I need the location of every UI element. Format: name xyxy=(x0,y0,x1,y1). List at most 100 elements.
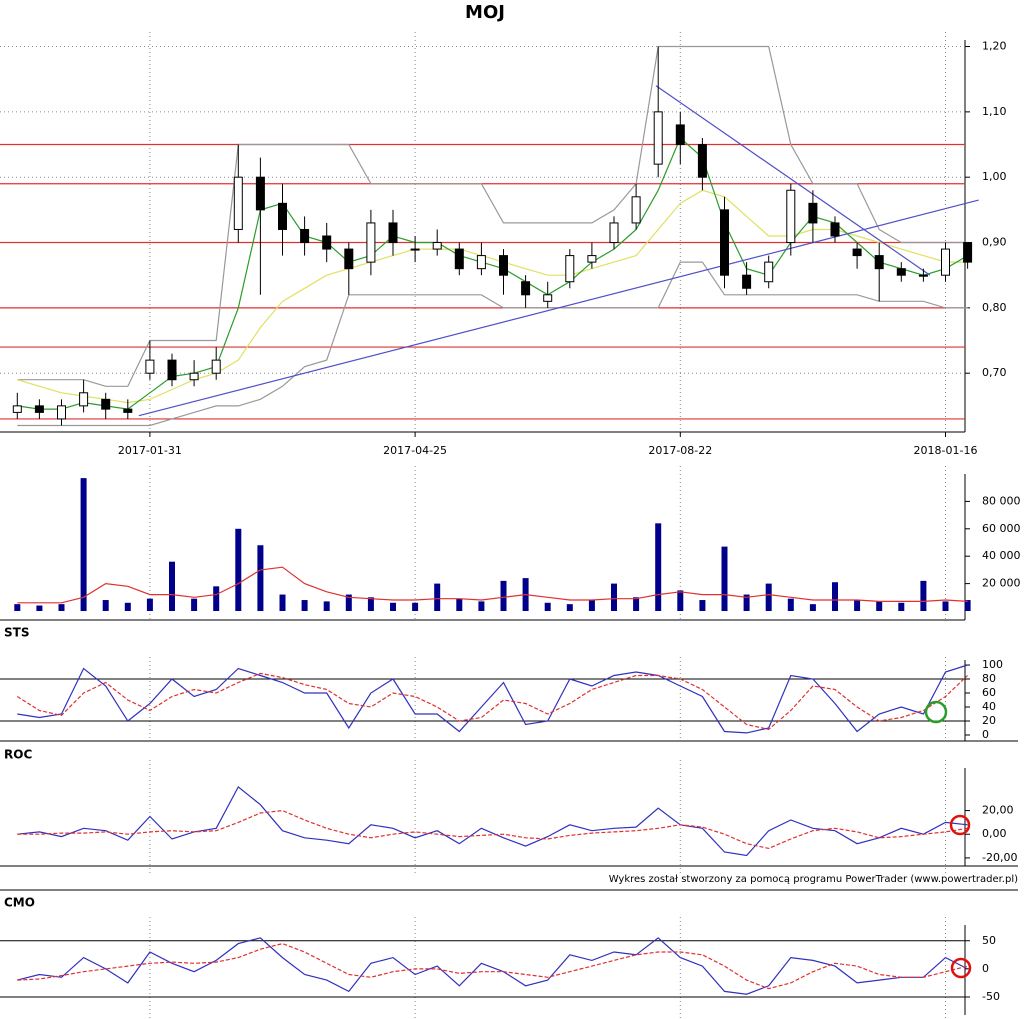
candle-body xyxy=(918,274,928,277)
x-tick-label: 2018-01-16 xyxy=(914,444,978,457)
y-tick-label: 1,00 xyxy=(982,170,1007,183)
volume-bar xyxy=(655,523,662,611)
y-tick-label: 40 000 xyxy=(982,549,1021,562)
y-tick-label: -20,00 xyxy=(982,851,1017,864)
chart-title: MOJ xyxy=(465,2,505,23)
panel-title: STS xyxy=(4,626,29,640)
highlight-circle xyxy=(950,957,972,979)
volume-bar xyxy=(434,583,441,611)
candle-body xyxy=(211,359,221,374)
y-tick-label: 40 xyxy=(982,700,996,713)
volume-bar xyxy=(169,561,175,611)
volume-bar xyxy=(566,604,573,611)
candle-body xyxy=(543,294,553,302)
y-tick-label: 20,00 xyxy=(982,804,1014,817)
x-tick-label: 2017-04-25 xyxy=(383,444,447,457)
volume-bar xyxy=(633,597,640,611)
x-tick-label: 2017-08-22 xyxy=(648,444,712,457)
candle-body xyxy=(123,408,133,413)
volume-bar xyxy=(876,601,883,611)
candle-body xyxy=(830,222,840,237)
candle-body xyxy=(167,359,177,381)
candle-body xyxy=(941,248,950,276)
trend-line xyxy=(655,85,931,276)
candle-body xyxy=(233,176,243,230)
y-tick-label: 1,10 xyxy=(982,105,1007,118)
y-tick-label: 50 xyxy=(982,934,996,947)
candle-body xyxy=(697,144,707,178)
y-tick-label: 0,70 xyxy=(982,366,1007,379)
candle-body xyxy=(79,392,89,407)
candle-body xyxy=(322,235,332,250)
volume-bar xyxy=(390,602,396,611)
indicator-line xyxy=(17,942,968,990)
candle-body xyxy=(720,209,729,276)
volume-bar xyxy=(787,598,794,611)
volume-bar xyxy=(478,601,485,611)
volume-bar xyxy=(213,586,220,611)
volume-bar xyxy=(500,580,507,611)
volume-bar xyxy=(323,601,330,611)
candle-body xyxy=(963,242,973,263)
y-tick-label: 80 000 xyxy=(982,494,1021,507)
candle-body xyxy=(587,255,597,263)
candle-body xyxy=(366,222,376,263)
y-tick-label: 60 xyxy=(982,686,996,699)
y-tick-label: 0,80 xyxy=(982,301,1007,314)
volume-bar xyxy=(920,580,927,611)
candle-body xyxy=(278,202,287,230)
volume-bar xyxy=(677,590,684,611)
candle-body xyxy=(145,359,155,374)
volume-bar xyxy=(102,600,109,611)
y-tick-label: -50 xyxy=(982,990,1000,1003)
volume-bar xyxy=(301,600,308,611)
candle-body xyxy=(764,261,774,283)
overlay-line xyxy=(17,261,968,427)
volume-bar xyxy=(36,605,43,611)
volume-bar xyxy=(345,594,352,611)
indicator-line xyxy=(17,785,968,857)
volume-bar xyxy=(743,594,750,611)
candle-body xyxy=(388,222,398,244)
candle-body xyxy=(742,274,752,289)
footer-note: Wykres został stworzony za pomocą progra… xyxy=(609,874,1018,885)
candle-body xyxy=(57,405,66,420)
volume-bar xyxy=(367,597,374,611)
candle-body xyxy=(454,248,464,270)
indicator-line xyxy=(16,672,969,731)
y-tick-label: 0,90 xyxy=(982,236,1007,249)
indicator-line xyxy=(17,809,968,850)
candle-body xyxy=(432,242,442,250)
candle-body xyxy=(896,268,906,276)
candle-body xyxy=(410,248,420,251)
y-tick-label: 100 xyxy=(982,658,1003,671)
indicator-line xyxy=(17,664,968,734)
volume-average-line xyxy=(17,566,968,604)
candle-body xyxy=(12,405,22,413)
candle-body xyxy=(344,248,354,270)
candle-body xyxy=(808,202,818,224)
candle-body xyxy=(499,255,508,276)
y-tick-label: 20 xyxy=(982,714,996,727)
y-tick-label: 1,20 xyxy=(982,40,1007,53)
candle-body xyxy=(631,196,641,224)
highlight-circle xyxy=(924,700,948,724)
overlay-line xyxy=(17,189,968,404)
candle-body xyxy=(300,228,310,244)
y-tick-label: 60 000 xyxy=(982,522,1021,535)
candle-body xyxy=(675,124,685,146)
overlay-line xyxy=(17,45,968,387)
candle-body xyxy=(189,372,199,381)
y-tick-label: 20 000 xyxy=(982,577,1021,590)
volume-bar xyxy=(146,598,153,611)
candle-body xyxy=(565,255,575,283)
volume-bar xyxy=(58,604,65,611)
x-tick-label: 2017-01-31 xyxy=(118,444,182,457)
volume-bar xyxy=(80,478,87,611)
volume-bar xyxy=(699,600,706,611)
volume-bar xyxy=(191,598,198,611)
marks: 0,70 0,80 0,90 1,00 1,10 1,20 2017-01-31 2017-0… xyxy=(0,32,1021,1019)
y-tick-label: 0 xyxy=(982,728,989,741)
